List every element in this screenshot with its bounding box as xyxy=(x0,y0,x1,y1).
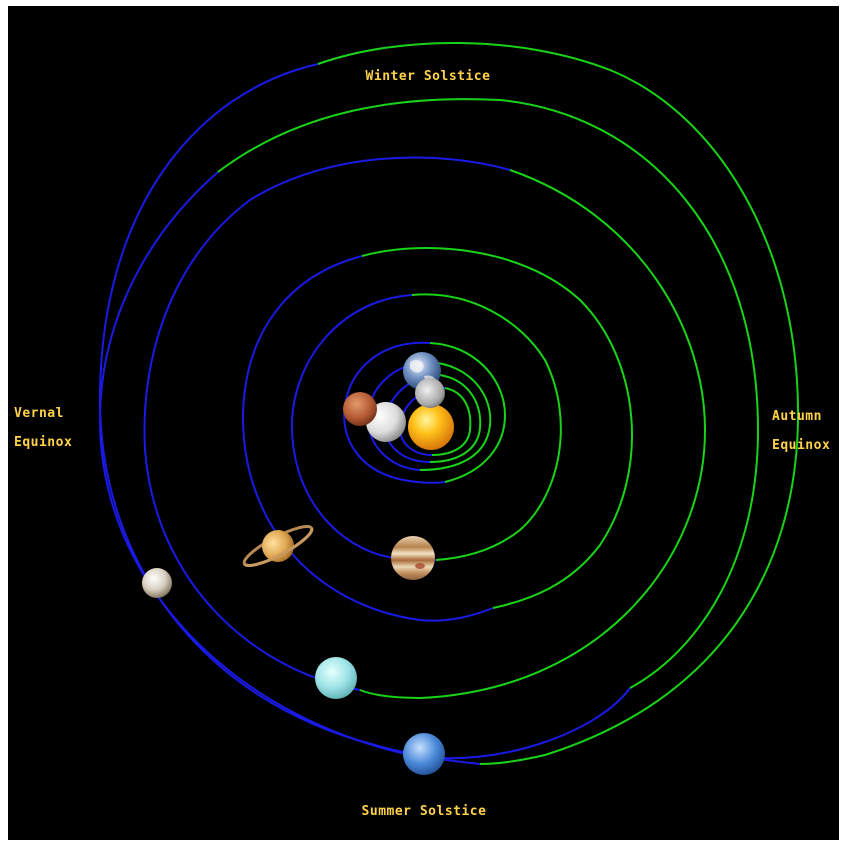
orbit-canvas: Winter Solstice Summer Solstice Vernal E… xyxy=(14,42,830,819)
winter-solstice-label: Winter Solstice xyxy=(366,69,491,84)
mars-icon xyxy=(343,392,377,426)
mars-orbit-green xyxy=(429,342,507,483)
autumn-equinox-label-line2: Equinox xyxy=(772,438,830,453)
jupiter-icon xyxy=(391,536,435,580)
uranus-orbit-blue xyxy=(143,156,511,691)
neptune-icon xyxy=(403,733,445,775)
moon-icon xyxy=(415,378,445,408)
vernal-equinox-label-line1: Vernal xyxy=(14,406,64,421)
pluto-orbit-blue xyxy=(98,63,481,765)
earth-orbit-green xyxy=(419,361,492,471)
mercury-orbit-green xyxy=(431,387,472,456)
uranus-icon xyxy=(315,657,357,699)
orbit-diagram: Winter Solstice Summer Solstice Vernal E… xyxy=(8,6,839,840)
summer-solstice-label: Summer Solstice xyxy=(362,804,487,819)
venus-orbit-green xyxy=(429,374,482,463)
saturn-icon xyxy=(242,524,314,568)
autumn-equinox-label-line1: Autumn xyxy=(772,409,822,424)
neptune-orbit-green xyxy=(217,98,760,689)
mars-orbit-blue xyxy=(343,341,446,484)
neptune-orbit-blue xyxy=(98,171,631,760)
sun-icon xyxy=(408,404,454,450)
jupiter-orbit-green xyxy=(411,293,562,561)
orbit-paths xyxy=(98,42,800,765)
pluto-orbit-green xyxy=(317,42,800,765)
uranus-orbit-green xyxy=(359,169,707,700)
pluto-icon xyxy=(142,568,172,598)
saturn-orbit-blue xyxy=(241,255,494,622)
vernal-equinox-label-line2: Equinox xyxy=(14,435,72,450)
saturn-orbit-green xyxy=(361,247,633,609)
